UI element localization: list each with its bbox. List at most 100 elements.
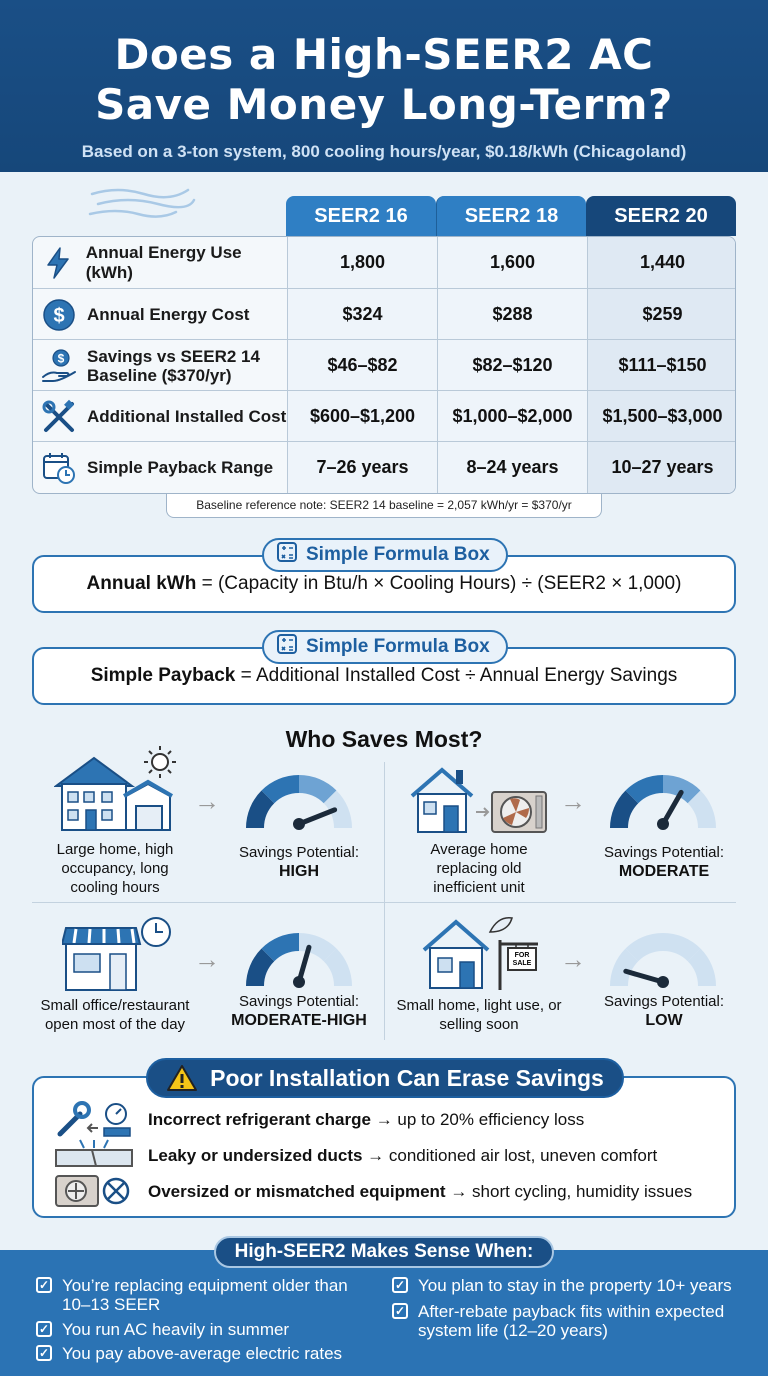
checkbox-icon: ✓ <box>392 1303 408 1319</box>
gauge-segment <box>246 790 275 829</box>
gauge-low <box>610 933 716 988</box>
savings-potential-label: Savings Potential: <box>603 993 725 1010</box>
gauge-segment <box>625 933 664 962</box>
savings-potential: Savings Potential: MODERATE-HIGH <box>222 992 376 1030</box>
gauge-segment <box>298 775 337 804</box>
gauge-segment <box>662 933 701 962</box>
gauge-segment <box>662 775 701 804</box>
gauge-segment <box>323 790 352 829</box>
gauge-hub <box>657 818 669 830</box>
row-label-line: Baseline ($370/yr) <box>87 365 232 385</box>
table-cell: $1,000–$2,000 <box>437 391 587 442</box>
row-label: Simple Payback Range <box>33 442 287 493</box>
formula-text: = (Capacity in Btu/h × Cooling Hours) ÷ … <box>196 573 682 594</box>
refrigerant-gauge-icon <box>57 1101 131 1137</box>
column-header-seer2-18: SEER2 18 <box>436 196 586 236</box>
arrow-right-icon: → <box>560 786 586 816</box>
gauge-moderate-high <box>246 933 352 988</box>
comparison-table: Annual Energy Use (kWh) 1,800 1,600 1,44… <box>32 236 736 494</box>
gauge-segment <box>687 948 716 987</box>
savings-potential: Savings Potential: MODERATE <box>588 843 740 881</box>
house-ac-unit-icon <box>410 767 547 833</box>
for-sale-sign-text: FOR SALE <box>513 952 532 967</box>
table-cell: $46–$82 <box>287 340 437 391</box>
table-row: $ Annual Energy Cost $324 $288 $259 <box>33 288 735 340</box>
poor-installation-title: Poor Installation Can Erase Savings <box>146 1058 624 1098</box>
gauge-needle <box>296 944 312 985</box>
gauge-hub <box>293 818 305 830</box>
who-desc: Small home, light use, or selling soon <box>396 997 562 1033</box>
gauge-segment <box>610 790 639 829</box>
title-line-2: Save Money Long-Term? <box>95 80 673 129</box>
poor-item: Incorrect refrigerant charge → up to 20%… <box>148 1110 584 1130</box>
poor-item-issue: Oversized or mismatched equipment <box>148 1182 446 1201</box>
row-label: Additional Installed Cost <box>33 391 287 442</box>
savings-potential-label: Savings Potential: <box>238 993 360 1010</box>
house-for-sale-icon: FOR SALE <box>422 917 538 990</box>
table-cell: 7–26 years <box>287 442 437 493</box>
calculator-icon <box>276 633 298 661</box>
who-desc: Small office/restaurant open most of the… <box>40 997 190 1033</box>
leaky-duct-icon <box>55 1139 133 1167</box>
poor-item-issue: Leaky or undersized ducts <box>148 1146 363 1165</box>
poor-item: Leaky or undersized ducts → conditioned … <box>148 1146 657 1166</box>
row-label: Annual Energy Use (kWh) <box>33 237 287 288</box>
table-cell: 1,600 <box>437 237 587 288</box>
table-cell: 10–27 years <box>587 442 735 493</box>
arrow-right-icon: → <box>194 944 220 974</box>
warning-icon <box>167 1065 198 1091</box>
gauge-segment <box>246 948 275 987</box>
check-item: ✓ You pay above-average electric rates <box>36 1344 366 1363</box>
formula-box-annual-kwh: Annual kWh = (Capacity in Btu/h × Coolin… <box>32 555 736 613</box>
gauge-needle <box>660 789 684 827</box>
table-cell: $259 <box>587 289 735 340</box>
formula-pill: Simple Formula Box <box>262 630 508 664</box>
gauge-segment <box>261 775 300 804</box>
check-item: ✓ You plan to stay in the property 10+ ye… <box>392 1276 752 1295</box>
table-cell: $111–$150 <box>587 340 735 391</box>
storefront-clock-icon <box>62 917 171 991</box>
lightning-icon <box>39 243 78 283</box>
table-cell: 8–24 years <box>437 442 587 493</box>
poor-installation-title-text: Poor Installation Can Erase Savings <box>210 1064 604 1091</box>
formula-pill-label: Simple Formula Box <box>306 636 490 657</box>
poor-item: Oversized or mismatched equipment → shor… <box>148 1182 692 1202</box>
check-item-text: You run AC heavily in summer <box>62 1320 290 1339</box>
poor-installation-box <box>32 1076 736 1218</box>
title-line-1: Does a High-SEER2 AC <box>114 30 654 79</box>
header-banner: Does a High-SEER2 AC Save Money Long-Ter… <box>0 0 768 172</box>
gauge-needle <box>296 807 338 827</box>
row-label: $ Savings vs SEER2 14 Baseline ($370/yr) <box>33 340 287 391</box>
formula-pill: Simple Formula Box <box>262 538 508 572</box>
checkbox-icon: ✓ <box>36 1321 52 1337</box>
gauge-segment <box>687 790 716 829</box>
gauge-high <box>246 775 352 830</box>
check-item-text: You’re replacing equipment older than 10… <box>62 1276 348 1314</box>
poor-item-effect: → short cycling, humidity issues <box>445 1182 693 1201</box>
table-cell: $600–$1,200 <box>287 391 437 442</box>
arrow-right-icon: → <box>560 944 586 974</box>
table-cell: $1,500–$3,000 <box>587 391 735 442</box>
row-label-text: Simple Payback Range <box>87 457 274 477</box>
table-cell: 1,800 <box>287 237 437 288</box>
gauge-segment <box>298 933 337 962</box>
check-item: ✓ You’re replacing equipment older than 1… <box>36 1276 356 1314</box>
wrench-screwdriver-icon <box>39 397 79 437</box>
checkbox-icon: ✓ <box>36 1277 52 1293</box>
calendar-clock-icon <box>39 448 79 488</box>
row-label-text: Annual Energy Use (kWh) <box>85 242 242 282</box>
divider <box>32 902 736 903</box>
table-cell: 1,440 <box>587 237 735 288</box>
arrow-right-icon: → <box>194 786 220 816</box>
poor-item-effect: → conditioned air lost, uneven comfort <box>362 1146 658 1165</box>
table-cell: $324 <box>287 289 437 340</box>
savings-level: HIGH <box>279 863 319 880</box>
checkbox-icon: ✓ <box>392 1277 408 1293</box>
who-desc: Average home replacing old inefficient u… <box>430 841 528 896</box>
poor-item-issue: Incorrect refrigerant charge <box>148 1110 371 1129</box>
row-label: $ Annual Energy Cost <box>33 289 287 340</box>
calculator-icon <box>276 541 298 569</box>
gauge-segment <box>625 775 664 804</box>
who-desc: Large home, high occupancy, long cooling… <box>56 841 174 896</box>
column-header-seer2-20: SEER2 20 <box>586 196 736 236</box>
